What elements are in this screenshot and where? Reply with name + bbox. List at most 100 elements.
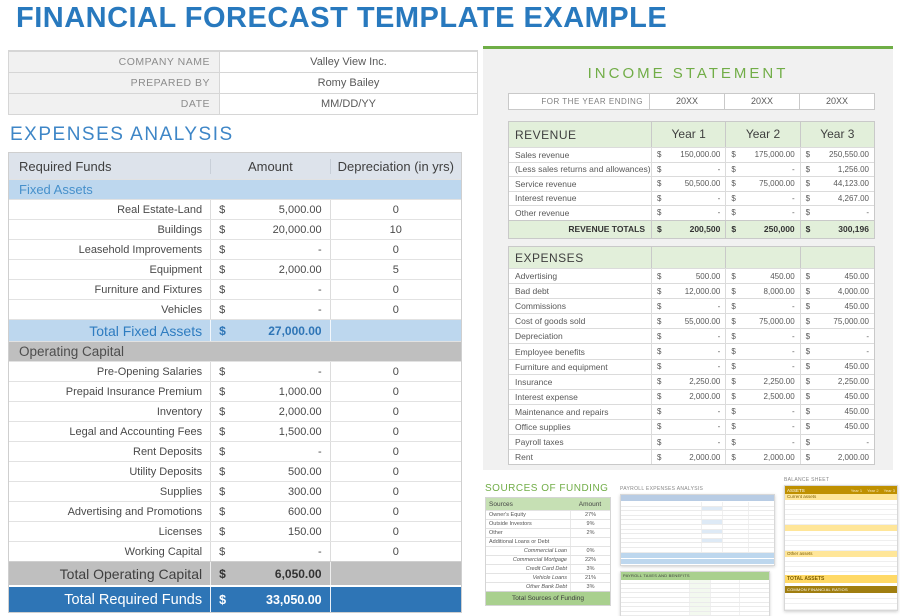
year2-cell[interactable]: $ - — [725, 329, 799, 344]
year1-cell[interactable]: $2,250.00 — [651, 374, 725, 389]
year2-cell[interactable]: $2,500.00 — [725, 389, 799, 404]
year1-cell[interactable]: $ - — [651, 329, 725, 344]
depreciation-cell[interactable]: 0 — [392, 485, 399, 498]
depreciation-cell[interactable]: 0 — [392, 283, 399, 296]
year2-cell[interactable]: $2,000.00 — [725, 450, 799, 465]
percent-cell[interactable]: 22% — [570, 556, 610, 564]
percent-cell[interactable]: 3% — [570, 565, 610, 573]
year1-cell[interactable]: $ - — [651, 299, 725, 314]
percent-cell[interactable]: 0% — [570, 547, 610, 555]
depreciation-cell[interactable]: 0 — [392, 465, 399, 478]
year2-cell[interactable]: $ - — [725, 435, 799, 450]
amount-cell[interactable]: $ - — [210, 542, 331, 561]
year3-cell[interactable]: $2,000.00 — [799, 450, 874, 465]
amount-cell[interactable]: $ - — [210, 442, 331, 461]
year-ending-value[interactable]: 20XX — [649, 94, 724, 109]
percent-cell[interactable]: 27% — [570, 511, 610, 519]
year3-cell[interactable]: $450.00 — [799, 404, 874, 419]
year1-cell[interactable]: $ - — [651, 206, 725, 220]
company-info-value[interactable]: MM/DD/YY — [219, 94, 477, 114]
depreciation-cell[interactable]: 0 — [392, 405, 399, 418]
year1-cell[interactable]: $12,000.00 — [651, 284, 725, 299]
year2-cell[interactable]: $ - — [725, 359, 799, 374]
depreciation-cell[interactable]: 0 — [392, 303, 399, 316]
percent-cell[interactable]: 3% — [570, 583, 610, 591]
amount-cell[interactable]: $20,000.00 — [210, 220, 331, 239]
year1-cell[interactable]: $ - — [651, 162, 725, 176]
year3-cell[interactable]: $44,123.00 — [799, 177, 874, 191]
amount-cell[interactable]: $300.00 — [210, 482, 331, 501]
depreciation-cell[interactable]: 0 — [392, 445, 399, 458]
year2-cell[interactable]: $ - — [725, 299, 799, 314]
amount-cell[interactable]: $600.00 — [210, 502, 331, 521]
year1-cell[interactable]: $150,000.00 — [651, 148, 725, 162]
year2-cell[interactable]: $8,000.00 — [725, 284, 799, 299]
year-ending-value[interactable]: 20XX — [724, 94, 799, 109]
percent-cell[interactable]: 21% — [570, 574, 610, 582]
year1-cell[interactable]: $ - — [651, 435, 725, 450]
company-info-value[interactable]: Valley View Inc. — [219, 52, 477, 72]
year3-cell[interactable]: $450.00 — [799, 269, 874, 284]
year2-cell[interactable]: $ - — [725, 191, 799, 205]
year2-cell[interactable]: $ - — [725, 419, 799, 435]
year3-cell[interactable]: $4,000.00 — [799, 284, 874, 299]
year3-cell[interactable]: $4,267.00 — [799, 191, 874, 205]
year2-cell[interactable]: $450.00 — [725, 269, 799, 284]
year2-cell[interactable]: $2,250.00 — [725, 374, 799, 389]
year3-cell[interactable]: $450.00 — [799, 299, 874, 314]
percent-cell[interactable] — [570, 538, 610, 546]
year3-cell[interactable]: $1,256.00 — [799, 162, 874, 176]
amount-cell[interactable]: $27,000.00 — [210, 320, 331, 341]
depreciation-cell[interactable]: 0 — [392, 505, 399, 518]
year3-cell[interactable]: $ - — [799, 435, 874, 450]
amount-cell[interactable]: $1,000.00 — [210, 382, 331, 401]
amount-cell[interactable]: $5,000.00 — [210, 200, 331, 219]
year3-cell[interactable]: $ - — [799, 344, 874, 359]
company-info-value[interactable]: Romy Bailey — [219, 73, 477, 93]
year1-cell[interactable]: $2,000.00 — [651, 389, 725, 404]
year2-cell[interactable]: $ - — [725, 404, 799, 419]
amount-cell[interactable]: $500.00 — [210, 462, 331, 481]
year3-cell[interactable]: $450.00 — [799, 419, 874, 435]
year2-cell[interactable]: $ - — [725, 206, 799, 220]
year1-cell[interactable]: $ - — [651, 191, 725, 205]
year3-cell[interactable]: $450.00 — [799, 359, 874, 374]
year1-cell[interactable]: $2,000.00 — [651, 450, 725, 465]
percent-cell[interactable]: 2% — [570, 529, 610, 537]
depreciation-cell[interactable]: 0 — [392, 545, 399, 558]
year2-cell[interactable]: $ - — [725, 344, 799, 359]
amount-cell[interactable]: $1,500.00 — [210, 422, 331, 441]
amount-cell[interactable]: $2,000.00 — [210, 402, 331, 421]
year1-cell[interactable]: $ - — [651, 344, 725, 359]
year1-cell[interactable]: $ - — [651, 404, 725, 419]
amount-cell[interactable]: $6,050.00 — [210, 562, 331, 585]
year1-cell[interactable]: $50,500.00 — [651, 177, 725, 191]
year1-cell[interactable]: $ - — [651, 419, 725, 435]
amount-cell[interactable]: $ - — [210, 300, 331, 319]
year3-cell[interactable]: $ - — [799, 206, 874, 220]
year3-cell[interactable]: $450.00 — [799, 389, 874, 404]
depreciation-cell[interactable]: 5 — [392, 263, 399, 276]
year2-cell[interactable]: $75,000.00 — [725, 177, 799, 191]
year2-cell[interactable]: $75,000.00 — [725, 314, 799, 329]
depreciation-cell[interactable]: 0 — [392, 385, 399, 398]
year1-cell[interactable]: $55,000.00 — [651, 314, 725, 329]
depreciation-cell[interactable]: 0 — [392, 525, 399, 538]
percent-cell[interactable]: 9% — [570, 520, 610, 528]
year2-cell[interactable]: $175,000.00 — [725, 148, 799, 162]
amount-cell[interactable]: $ - — [210, 362, 331, 381]
depreciation-cell[interactable]: 0 — [392, 365, 399, 378]
depreciation-cell[interactable]: 0 — [392, 203, 399, 216]
depreciation-cell[interactable]: 0 — [392, 243, 399, 256]
amount-cell[interactable]: $2,000.00 — [210, 260, 331, 279]
amount-cell[interactable]: $33,050.00 — [210, 587, 331, 612]
amount-cell[interactable]: $ - — [210, 280, 331, 299]
year-ending-value[interactable]: 20XX — [799, 94, 874, 109]
amount-cell[interactable]: $150.00 — [210, 522, 331, 541]
year3-cell[interactable]: $ - — [799, 329, 874, 344]
amount-cell[interactable]: $ - — [210, 240, 331, 259]
year1-cell[interactable]: $ - — [651, 359, 725, 374]
year1-cell[interactable]: $500.00 — [651, 269, 725, 284]
year2-cell[interactable]: $ - — [725, 162, 799, 176]
year3-cell[interactable]: $2,250.00 — [799, 374, 874, 389]
